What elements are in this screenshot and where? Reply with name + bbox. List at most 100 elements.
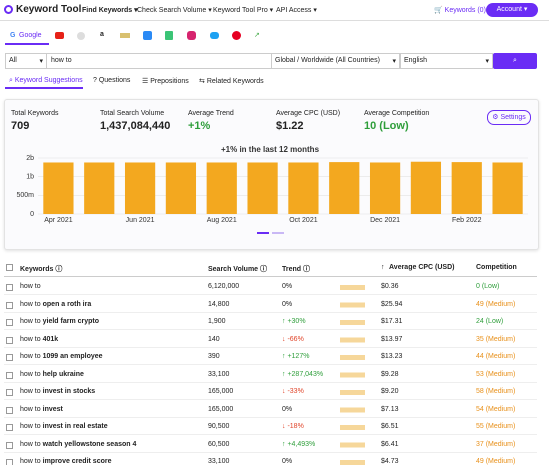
keyword-bold: yield farm crypto <box>42 318 100 325</box>
x-tick-label: Jun 2021 <box>126 217 155 224</box>
ebay-icon[interactable] <box>120 33 130 38</box>
source-tab-active[interactable] <box>5 28 49 45</box>
menu-item[interactable]: API Access ▾ <box>276 7 317 14</box>
keyword[interactable]: how to invest <box>20 406 63 413</box>
header-text: Keywords <box>20 266 54 273</box>
header-text: Search Volume <box>208 266 259 273</box>
row-checkbox[interactable] <box>6 371 13 379</box>
sparkline <box>340 337 365 343</box>
trend: ↑ +127% <box>282 353 309 360</box>
account-button[interactable]: Account ▾ <box>486 3 538 17</box>
competition: 58 (Medium) <box>476 388 516 395</box>
trends-icon[interactable]: ↗ <box>254 32 260 39</box>
appstore-icon[interactable] <box>143 31 152 40</box>
column-header[interactable]: Competition <box>476 264 517 271</box>
bar <box>410 161 442 214</box>
bar <box>492 162 523 214</box>
bar <box>206 162 237 214</box>
youtube-icon[interactable] <box>55 32 64 39</box>
tab-text: Related Keywords <box>206 78 264 85</box>
row-checkbox[interactable] <box>6 424 13 431</box>
row-checkbox[interactable] <box>6 319 13 326</box>
chevron: ▾ <box>392 58 396 65</box>
keyword-base: how to <box>20 423 41 430</box>
tab[interactable]: ☰ Prepositions <box>142 78 189 85</box>
keyword[interactable]: how to invest in stocks <box>20 388 95 395</box>
keywords-link[interactable]: 🛒 Keywords (0) <box>434 7 486 14</box>
location-text: Global / Worldwide (All Countries) <box>275 57 380 64</box>
amazon-icon[interactable]: a <box>100 31 104 38</box>
row-checkbox[interactable] <box>6 301 13 309</box>
settings-button[interactable]: ⚙ Settings <box>487 110 531 125</box>
instagram-icon[interactable] <box>187 31 196 40</box>
search-volume: 390 <box>208 353 220 360</box>
column-header[interactable]: Keywords ⓘ <box>20 264 62 274</box>
pager-dot[interactable] <box>272 232 284 234</box>
keyword[interactable]: how to invest in real estate <box>20 423 108 430</box>
bar <box>124 162 156 214</box>
keyword[interactable]: how to 401k <box>20 336 58 343</box>
menu-item[interactable]: Find Keywords ▾ <box>82 7 138 14</box>
menu-item[interactable]: Keyword Tool Pro ▾ <box>213 7 274 14</box>
trend-text: +287,043% <box>287 370 324 378</box>
keywords-text: Keywords (0) <box>444 7 486 14</box>
menu-text: Find Keywords <box>82 7 133 14</box>
trend-text: -66% <box>287 335 304 343</box>
tab[interactable]: ⌕ Keyword Suggestions <box>9 77 83 84</box>
keyword-base: how to <box>20 318 41 325</box>
cpc: $0.36 <box>381 283 399 290</box>
pinterest-icon[interactable] <box>232 31 241 40</box>
column-header[interactable]: Search Volume ⓘ <box>208 264 267 274</box>
competition: 44 (Medium) <box>476 353 516 360</box>
column-header[interactable]: Trend ⓘ <box>282 264 310 274</box>
playstore-icon[interactable] <box>165 31 173 40</box>
trend-arrow: ↓ <box>282 423 288 430</box>
row-checkbox[interactable] <box>6 284 13 291</box>
menu-text: Keyword Tool Pro <box>213 7 268 14</box>
keyword[interactable]: how to 1099 an employee <box>20 353 103 360</box>
location-select[interactable]: Global / Worldwide (All Countries) ▾ <box>271 53 400 69</box>
trend: ↑ +4,493% <box>282 441 315 448</box>
bing-icon[interactable] <box>77 32 85 40</box>
keyword[interactable]: how to <box>20 283 41 290</box>
twitter-icon[interactable] <box>210 32 219 39</box>
stat-label: Total Search Volume <box>100 110 165 117</box>
keyword[interactable]: how to watch yellowstone season 4 <box>20 441 136 448</box>
pager-dot[interactable] <box>257 232 269 234</box>
trend: ↓ -66% <box>282 336 304 343</box>
competition: 49 (Medium) <box>476 300 516 308</box>
menu-text: Check Search Volume <box>137 7 207 14</box>
sparkline <box>340 442 365 448</box>
sparkline <box>340 285 365 290</box>
tab-active[interactable] <box>5 73 83 89</box>
tab[interactable]: ? Questions <box>93 77 131 84</box>
row-checkbox[interactable] <box>6 459 13 465</box>
trend-text: -18% <box>287 423 304 430</box>
search-volume: 33,100 <box>208 370 230 378</box>
row-checkbox[interactable] <box>6 406 13 414</box>
sparkline <box>340 355 365 360</box>
language-select[interactable]: English ▾ <box>400 53 493 69</box>
sparkline <box>340 407 365 413</box>
language-text: English <box>404 57 427 64</box>
keyword[interactable]: how to help ukraine <box>20 371 84 378</box>
keyword[interactable]: how to improve credit score <box>20 458 112 465</box>
keyword[interactable]: how to open a roth ira <box>20 301 91 308</box>
row-checkbox[interactable] <box>6 336 13 344</box>
tab[interactable]: ⇆ Related Keywords <box>199 78 264 85</box>
scope-select[interactable]: All ▾ <box>5 53 47 69</box>
row-checkbox[interactable] <box>6 354 13 361</box>
trend-text: 0% <box>282 283 293 290</box>
keyword[interactable]: how to yield farm crypto <box>20 318 99 325</box>
logo[interactable]: Keyword Tool <box>16 4 82 15</box>
row-checkbox[interactable] <box>6 389 13 396</box>
menu-item[interactable]: Check Search Volume ▾ <box>137 7 212 14</box>
search-volume: 6,120,000 <box>208 283 240 290</box>
y-tick-label: 0 <box>30 211 34 218</box>
column-header[interactable]: ↑ Average CPC (USD) <box>381 264 454 271</box>
search-button[interactable]: ⌕ <box>493 53 537 69</box>
row-checkbox[interactable] <box>6 441 13 449</box>
x-tick-label: Apr 2021 <box>44 217 73 224</box>
header-checkbox[interactable] <box>6 264 13 271</box>
trend: ↓ -18% <box>282 423 304 430</box>
